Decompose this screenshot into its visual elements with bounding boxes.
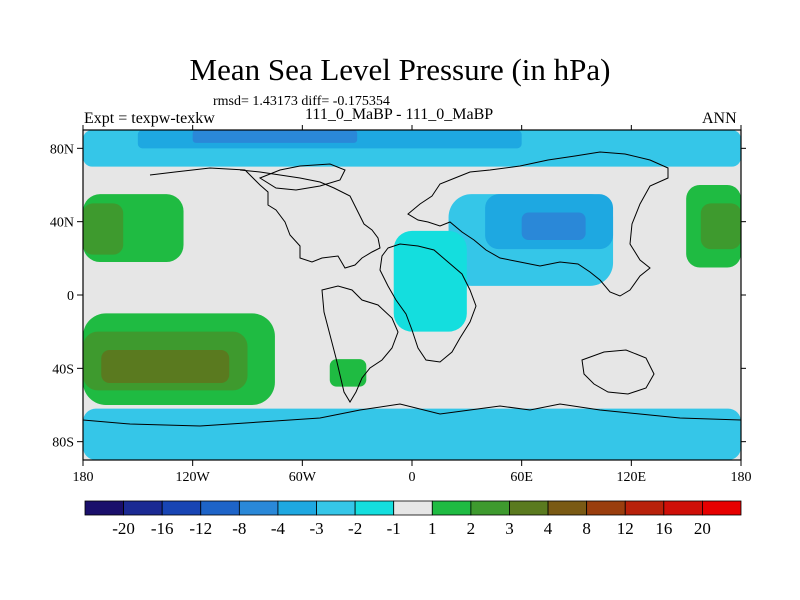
colorbar-label: 2: [467, 519, 476, 538]
colorbar-label: -1: [387, 519, 401, 538]
colorbar-label: -20: [112, 519, 135, 538]
colorbar-label: -12: [189, 519, 212, 538]
colorbar-box: [586, 500, 626, 516]
season-label: ANN: [702, 110, 737, 127]
chart-title: Mean Sea Level Pressure (in hPa): [189, 52, 611, 87]
experiment-label: Expt = texpw-texkw: [84, 110, 215, 127]
x-tick-label: 120E: [617, 470, 647, 485]
coastline-antarctica: [83, 403, 741, 427]
contour-region-9: [83, 203, 124, 255]
colorbar-box: [431, 500, 472, 516]
contour-region-6: [521, 212, 586, 240]
colorbar-box: [509, 500, 549, 516]
coastline-australia: [581, 349, 655, 395]
contour-region-3: [83, 408, 741, 460]
x-tick-label: 180: [73, 470, 94, 485]
x-tick-label: 60W: [289, 470, 317, 485]
colorbar-label: 16: [655, 519, 672, 538]
contour-region-2: [192, 130, 358, 143]
colorbar-label: 12: [617, 519, 634, 538]
coastline-outlines: [83, 151, 741, 427]
colorbar-label: -2: [348, 519, 362, 538]
colorbar-label: 1: [428, 519, 437, 538]
y-tick-label: 80S: [52, 436, 74, 451]
y-tick-label: 0: [67, 289, 74, 304]
case-label: 111_0_MaBP - 111_0_MaBP: [305, 106, 494, 123]
colorbar-label: 3: [505, 519, 514, 538]
colorbar-box: [123, 500, 163, 516]
colorbar-label: -8: [232, 519, 246, 538]
contour-region-14: [700, 203, 741, 250]
colorbar-box: [316, 500, 356, 516]
x-tick-label: 120W: [176, 470, 211, 485]
colorbar-label: 8: [582, 519, 591, 538]
colorbar-box: [547, 500, 588, 516]
coastline-africa: [379, 243, 477, 363]
colorbar-label: -16: [151, 519, 174, 538]
y-tick-label: 40S: [52, 362, 74, 377]
colorbar-box: [470, 500, 510, 516]
y-tick-label: 80N: [50, 142, 74, 157]
x-tick-label: 180: [731, 470, 752, 485]
coastline-greenland: [258, 163, 346, 191]
colorbar-box: [238, 500, 279, 516]
contour-region-12: [101, 350, 230, 383]
colorbar-box: [702, 500, 742, 516]
coastline-north-america: [149, 167, 381, 269]
colorbar-label: 20: [694, 519, 711, 538]
coastline-europe-asia: [407, 151, 669, 297]
colorbar-box: [200, 500, 240, 516]
colorbar-box: [161, 500, 202, 516]
colorbar-box: [663, 500, 703, 516]
colorbar-box: [277, 500, 317, 516]
coastline-south-america: [321, 285, 399, 403]
x-tick-label: 0: [409, 470, 416, 485]
x-tick-label: 60E: [510, 470, 533, 485]
stats-text: rmsd= 1.43173 diff= -0.175354: [213, 94, 390, 109]
contour-region-15: [329, 359, 367, 387]
contour-region-7: [393, 230, 467, 332]
colorbar-box: [84, 500, 124, 516]
colorbar-box: [354, 500, 395, 516]
y-tick-label: 40N: [50, 216, 74, 231]
colorbar-label: -3: [309, 519, 323, 538]
colorbar-label: 4: [544, 519, 553, 538]
colorbar-box: [624, 500, 665, 516]
colorbar-label: -4: [271, 519, 286, 538]
colorbar-box: [393, 500, 433, 516]
